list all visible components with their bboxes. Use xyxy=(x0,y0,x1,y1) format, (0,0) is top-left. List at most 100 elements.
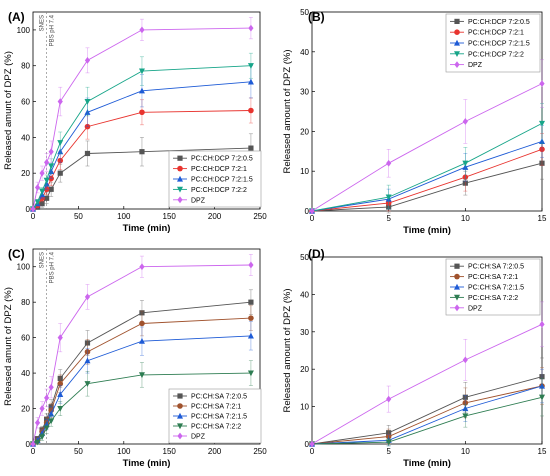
plot-frame xyxy=(32,248,261,445)
data-point xyxy=(34,199,41,206)
data-point xyxy=(44,394,50,402)
data-point xyxy=(462,160,469,167)
series-line xyxy=(311,385,543,445)
series-line xyxy=(311,396,543,445)
data-point xyxy=(30,440,36,448)
data-point xyxy=(39,188,46,195)
chart-panel-a: (A) 0 50 100 150 200 250 0 20 40 60 80 100 Time (min)… xyxy=(3,10,267,234)
data-point xyxy=(34,419,41,427)
data-point xyxy=(386,395,392,403)
y-tick-label: 50 xyxy=(300,253,309,262)
plot-frame xyxy=(311,256,543,445)
x-tick-label: 250 xyxy=(253,447,267,456)
y-tick-label: 40 xyxy=(300,48,309,57)
data-point xyxy=(44,195,50,201)
plot-frame xyxy=(32,11,261,210)
legend-marker xyxy=(454,61,460,68)
y-tick-label: 40 xyxy=(300,290,309,299)
series-line xyxy=(311,323,543,445)
data-point xyxy=(48,418,55,425)
data-point xyxy=(248,145,254,151)
series-2 xyxy=(309,125,545,214)
data-point xyxy=(84,56,91,64)
data-point xyxy=(48,148,54,156)
data-point xyxy=(539,320,545,328)
legend: PC:CH:DCP 7:2:0.5 PC:CH:DCP 7:2:1 PC:CH:DC… xyxy=(445,13,541,73)
data-point xyxy=(48,383,54,391)
data-point xyxy=(139,149,145,155)
series-line xyxy=(311,385,543,445)
x-tick-label: 100 xyxy=(117,212,131,221)
data-point xyxy=(539,80,545,88)
data-point xyxy=(57,170,63,176)
chart-panel-c: (C) 0 50 100 150 200 250 0 20 40 60 80 100 Time (min)… xyxy=(3,247,267,469)
x-tick-label: 15 xyxy=(538,214,547,223)
series-4 xyxy=(309,301,545,448)
y-tick-label: 40 xyxy=(21,133,30,142)
data-point xyxy=(57,140,64,146)
legend-marker xyxy=(454,273,460,280)
legend-label: DPZ xyxy=(191,434,206,441)
x-tick-label: 15 xyxy=(538,447,547,456)
legend-marker xyxy=(177,186,183,193)
annotation-snes: SNES xyxy=(40,252,46,268)
legend-label: PC:CH:SA 7:2:0.5 xyxy=(191,394,247,401)
panel-label: (D) xyxy=(308,247,325,261)
legend-label: PC:CH:DCP 7:2:0.5 xyxy=(191,156,253,163)
series-1 xyxy=(309,133,545,214)
legend-marker xyxy=(454,283,460,290)
y-tick-label: 20 xyxy=(300,365,309,374)
y-tick-label: 100 xyxy=(17,26,31,35)
legend-label: DPZ xyxy=(191,197,206,204)
x-tick-label: 10 xyxy=(461,214,470,223)
data-point xyxy=(139,26,145,34)
series-2 xyxy=(309,368,545,447)
data-point xyxy=(138,337,145,344)
legend-marker xyxy=(177,165,183,172)
legend: PC:CH:SA 7:2:0.5 PC:CH:SA 7:2:1 PC:CH:SA 7… xyxy=(168,388,262,444)
data-point xyxy=(138,68,145,75)
x-tick-label: 50 xyxy=(74,447,83,456)
data-point xyxy=(84,357,91,364)
data-point xyxy=(386,159,392,167)
series-3 xyxy=(30,52,254,213)
data-point xyxy=(57,391,64,397)
data-point xyxy=(138,87,145,94)
data-point xyxy=(34,439,41,446)
legend-label: PC:CH:SA 7:2:2 xyxy=(468,295,518,302)
series-3 xyxy=(309,378,545,448)
legend-marker xyxy=(454,263,460,269)
legend-marker xyxy=(177,412,183,419)
y-tick-label: 100 xyxy=(17,263,31,272)
x-tick-label: 250 xyxy=(253,212,267,221)
data-point xyxy=(248,107,254,114)
series-line xyxy=(311,162,543,212)
series-line xyxy=(311,83,543,212)
y-tick-label: 60 xyxy=(21,334,30,343)
series-0 xyxy=(309,357,545,447)
data-point xyxy=(84,293,91,301)
legend-label: PC:CH:SA 7:2:1 xyxy=(191,404,241,411)
data-point xyxy=(84,150,91,157)
chart-panel-d: (D) 0 5 10 15 0 10 20 30 40 50 Time (min) Released a… xyxy=(282,247,547,469)
legend: PC:CH:DCP 7:2:0.5 PC:CH:DCP 7:2:1 PC:CH:DC… xyxy=(168,150,262,208)
data-point xyxy=(462,118,468,125)
legend-marker xyxy=(177,393,183,399)
series-4 xyxy=(309,59,545,215)
x-tick-label: 200 xyxy=(208,212,222,221)
y-axis-label: Released amunt of DPZ (%) xyxy=(3,287,14,406)
legend-label: DPZ xyxy=(468,62,483,69)
y-tick-label: 10 xyxy=(300,403,309,412)
data-point xyxy=(247,78,254,85)
data-point xyxy=(48,186,54,192)
legend-marker xyxy=(177,423,183,430)
data-point xyxy=(248,24,254,32)
data-point xyxy=(48,410,55,417)
annotation-snes: SNES xyxy=(40,15,46,31)
data-point xyxy=(84,381,91,387)
legend-marker xyxy=(454,18,460,24)
x-tick-label: 0 xyxy=(310,214,315,223)
data-point xyxy=(385,439,392,446)
